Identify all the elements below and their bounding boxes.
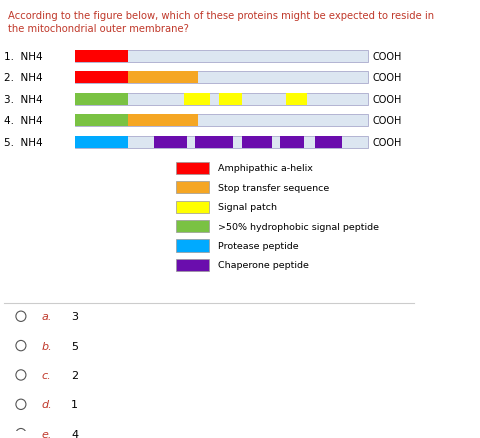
FancyBboxPatch shape <box>176 259 209 271</box>
FancyBboxPatch shape <box>75 93 368 106</box>
Text: Protease peptide: Protease peptide <box>217 241 298 251</box>
FancyBboxPatch shape <box>75 50 368 63</box>
Text: COOH: COOH <box>372 73 402 83</box>
FancyBboxPatch shape <box>176 162 209 174</box>
FancyBboxPatch shape <box>195 137 233 148</box>
Text: d.: d. <box>42 399 52 410</box>
Text: 2: 2 <box>71 370 78 380</box>
FancyBboxPatch shape <box>128 115 198 127</box>
FancyBboxPatch shape <box>155 137 187 148</box>
Text: 1: 1 <box>71 399 78 410</box>
FancyBboxPatch shape <box>280 137 304 148</box>
Text: Amphipathic a-helix: Amphipathic a-helix <box>217 164 312 173</box>
FancyBboxPatch shape <box>75 137 368 148</box>
Text: COOH: COOH <box>372 116 402 126</box>
Text: COOH: COOH <box>372 51 402 61</box>
Text: COOH: COOH <box>372 138 402 148</box>
Text: >50% hydrophobic signal peptide: >50% hydrophobic signal peptide <box>217 222 379 231</box>
FancyBboxPatch shape <box>176 201 209 213</box>
FancyBboxPatch shape <box>242 137 272 148</box>
FancyBboxPatch shape <box>128 72 198 84</box>
Text: 4: 4 <box>71 429 78 438</box>
Text: Stop transfer sequence: Stop transfer sequence <box>217 183 329 192</box>
Text: 3: 3 <box>71 311 78 321</box>
Text: Chaperone peptide: Chaperone peptide <box>217 261 309 270</box>
FancyBboxPatch shape <box>315 137 342 148</box>
Text: 5: 5 <box>71 341 78 351</box>
FancyBboxPatch shape <box>75 50 128 63</box>
FancyBboxPatch shape <box>75 115 128 127</box>
FancyBboxPatch shape <box>75 72 128 84</box>
Text: the mitochondrial outer membrane?: the mitochondrial outer membrane? <box>8 24 189 34</box>
Text: 4.  NH4: 4. NH4 <box>4 116 43 126</box>
Text: COOH: COOH <box>372 95 402 105</box>
Text: 3.  NH4: 3. NH4 <box>4 95 43 105</box>
Text: c.: c. <box>42 370 51 380</box>
Text: According to the figure below, which of these proteins might be expected to resi: According to the figure below, which of … <box>8 11 434 21</box>
FancyBboxPatch shape <box>176 182 209 194</box>
Text: e.: e. <box>42 429 52 438</box>
FancyBboxPatch shape <box>219 93 242 106</box>
FancyBboxPatch shape <box>75 72 368 84</box>
Text: 5.  NH4: 5. NH4 <box>4 138 43 148</box>
FancyBboxPatch shape <box>176 220 209 233</box>
Text: b.: b. <box>42 341 52 351</box>
Text: Signal patch: Signal patch <box>217 203 276 212</box>
FancyBboxPatch shape <box>286 93 307 106</box>
FancyBboxPatch shape <box>176 240 209 252</box>
FancyBboxPatch shape <box>75 93 128 106</box>
FancyBboxPatch shape <box>75 115 368 127</box>
FancyBboxPatch shape <box>75 137 128 148</box>
FancyBboxPatch shape <box>184 93 210 106</box>
Text: 1.  NH4: 1. NH4 <box>4 51 43 61</box>
Text: a.: a. <box>42 311 52 321</box>
Text: 2.  NH4: 2. NH4 <box>4 73 43 83</box>
